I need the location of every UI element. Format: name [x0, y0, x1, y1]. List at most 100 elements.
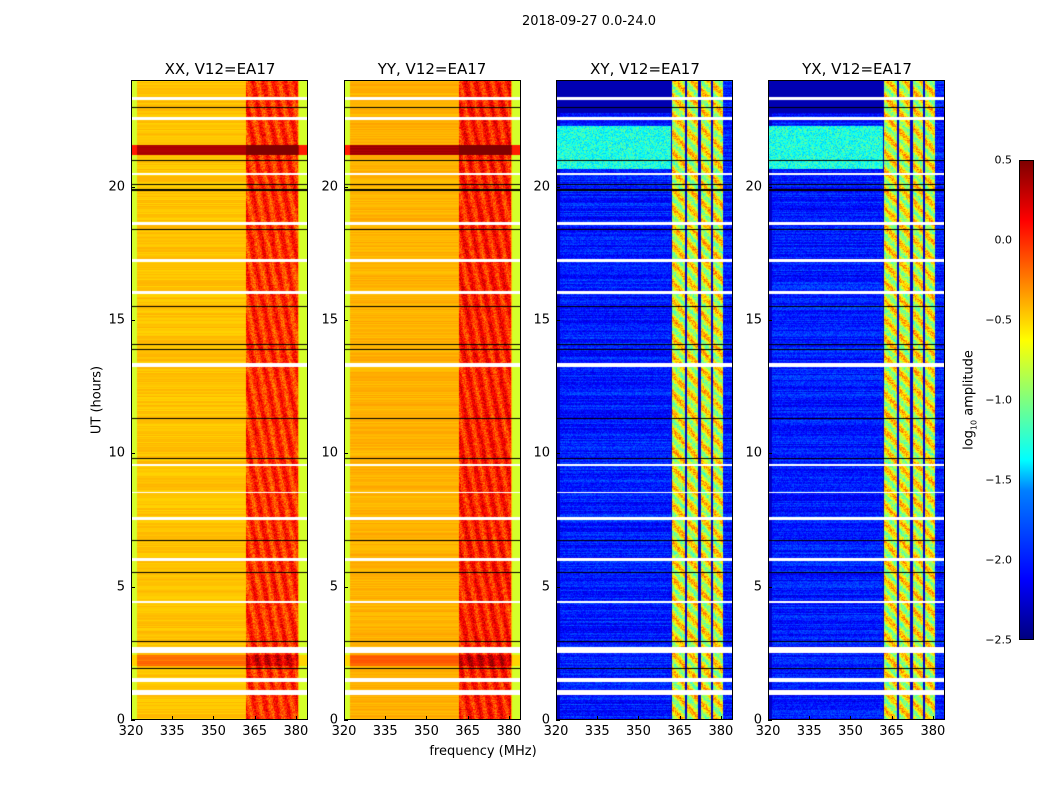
y-tick-mark — [344, 320, 348, 321]
x-tick-mark — [932, 716, 934, 720]
x-tick-label: 380 — [920, 724, 946, 739]
heatmap-yy — [345, 81, 520, 719]
y-tick-mark — [344, 586, 348, 588]
y-tick-label: 20 — [533, 179, 550, 195]
colorbar-label-sub: 10 — [969, 419, 979, 431]
panel-title-yx: YX, V12=EA17 — [802, 60, 912, 78]
heatmap-panel-yx — [768, 80, 945, 720]
x-tick-label: 365 — [879, 724, 905, 739]
y-tick-label: 10 — [108, 445, 125, 461]
y-tick-mark — [556, 186, 560, 188]
y-tick-label: 15 — [533, 312, 550, 328]
y-tick-mark — [556, 453, 560, 455]
panel-title-yy: YY, V12=EA17 — [377, 60, 487, 78]
x-tick-mark — [638, 716, 640, 720]
colorbar-tick-label: −1.0 — [985, 393, 1012, 407]
y-tick-label: 15 — [108, 312, 125, 328]
x-tick-mark — [891, 716, 893, 720]
colorbar-label-rest: amplitude — [961, 350, 977, 420]
y-tick-mark — [131, 320, 135, 321]
heatmap-xy — [557, 81, 732, 719]
y-tick-label: 5 — [753, 579, 762, 595]
y-tick-label: 10 — [533, 445, 550, 461]
y-tick-mark — [556, 720, 560, 721]
x-tick-mark — [467, 716, 469, 720]
x-tick-label: 365 — [455, 724, 481, 739]
heatmap-yx — [769, 81, 944, 719]
y-tick-label: 5 — [116, 579, 125, 595]
figure-title: 2018-09-27 0.0-24.0 — [522, 14, 656, 29]
x-tick-label: 380 — [496, 724, 522, 739]
x-tick-mark — [720, 716, 722, 720]
x-tick-label: 320 — [755, 724, 781, 739]
x-tick-mark — [556, 716, 557, 720]
heatmap-panel-yy — [344, 80, 521, 720]
y-tick-mark — [768, 586, 772, 588]
y-tick-label: 5 — [541, 579, 550, 595]
x-tick-label: 335 — [796, 724, 822, 739]
x-tick-mark — [597, 716, 599, 720]
y-tick-label: 20 — [108, 179, 125, 195]
y-tick-mark — [131, 186, 135, 188]
panel-title-xx: XX, V12=EA17 — [164, 60, 276, 78]
y-tick-mark — [131, 453, 135, 455]
x-tick-label: 350 — [201, 724, 226, 739]
x-tick-label: 365 — [242, 724, 268, 739]
x-tick-label: 365 — [667, 724, 693, 739]
colorbar-tick-label: 0.0 — [994, 233, 1013, 247]
x-tick-mark — [768, 716, 769, 720]
x-tick-mark — [172, 716, 174, 720]
x-tick-label: 380 — [283, 724, 309, 739]
y-tick-mark — [768, 186, 772, 188]
x-tick-mark — [426, 716, 428, 720]
x-tick-label: 350 — [838, 724, 863, 739]
panel-title-xy: XY, V12=EA17 — [590, 60, 700, 78]
x-tick-label: 320 — [118, 724, 144, 739]
y-tick-label: 10 — [321, 445, 338, 461]
x-tick-mark — [679, 716, 681, 720]
x-tick-mark — [508, 716, 510, 720]
colorbar-label: log10 amplitude — [962, 350, 979, 450]
colorbar-tick-label: −2.0 — [985, 553, 1012, 567]
colorbar-tick-label: −1.5 — [985, 473, 1012, 487]
heatmap-panel-xx — [131, 80, 308, 720]
y-tick-label: 20 — [321, 179, 338, 195]
y-tick-mark — [131, 586, 135, 588]
y-tick-mark — [768, 320, 772, 321]
x-tick-label: 335 — [159, 724, 185, 739]
y-tick-label: 0 — [116, 712, 125, 728]
x-tick-label: 335 — [584, 724, 610, 739]
y-tick-mark — [556, 320, 560, 321]
y-tick-label: 0 — [329, 712, 338, 728]
y-tick-label: 0 — [541, 712, 550, 728]
x-tick-mark — [850, 716, 852, 720]
x-tick-label: 335 — [372, 724, 398, 739]
x-axis-label: frequency (MHz) — [429, 744, 537, 759]
y-tick-mark — [344, 186, 348, 188]
y-tick-mark — [768, 453, 772, 455]
y-tick-mark — [344, 453, 348, 455]
y-tick-mark — [768, 720, 772, 721]
y-axis-label: UT (hours) — [89, 365, 105, 435]
heatmap-xx — [132, 81, 307, 719]
x-tick-mark — [295, 716, 297, 720]
x-tick-label: 320 — [543, 724, 569, 739]
y-tick-label: 20 — [745, 179, 762, 195]
x-tick-mark — [385, 716, 387, 720]
y-tick-mark — [344, 720, 348, 721]
x-tick-mark — [213, 716, 215, 720]
x-tick-mark — [131, 716, 132, 720]
x-tick-mark — [254, 716, 256, 720]
x-tick-label: 350 — [626, 724, 651, 739]
y-tick-label: 15 — [321, 312, 338, 328]
colorbar-tick-label: 0.5 — [994, 153, 1013, 167]
heatmap-panel-xy — [556, 80, 733, 720]
y-tick-mark — [556, 586, 560, 588]
x-tick-mark — [344, 716, 345, 720]
colorbar-label-log: log — [961, 430, 977, 450]
y-tick-label: 0 — [753, 712, 762, 728]
colorbar — [1019, 160, 1034, 640]
x-tick-label: 320 — [331, 724, 357, 739]
colorbar-tick-label: −2.5 — [985, 633, 1012, 647]
